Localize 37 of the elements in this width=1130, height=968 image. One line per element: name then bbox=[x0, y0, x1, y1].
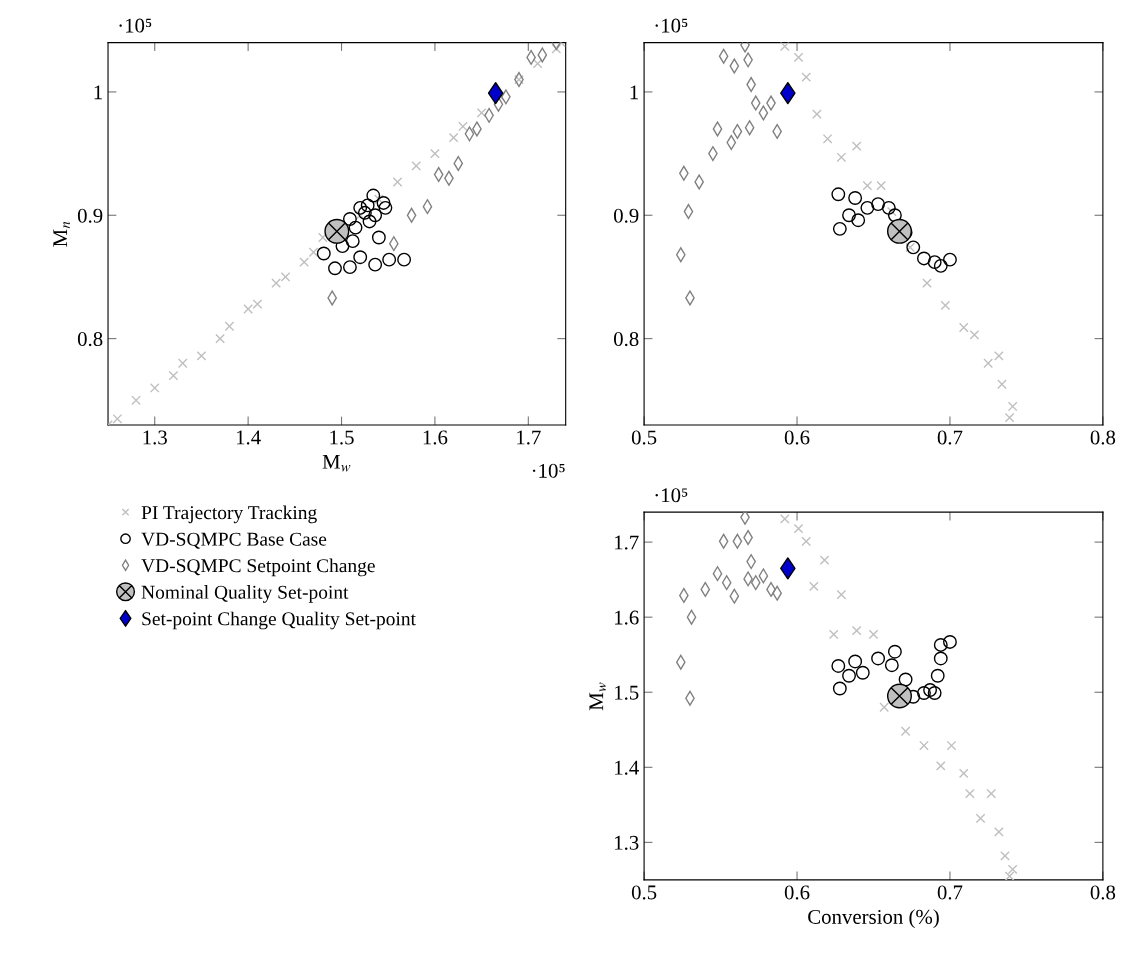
x-tick-label: 1.7 bbox=[517, 430, 541, 445]
y-tick-label: 0.9 bbox=[77, 208, 103, 223]
y-tick-label: 1 bbox=[630, 85, 638, 100]
legend-label: Nominal Quality Set-point bbox=[141, 585, 349, 603]
x-tick-label: 0.8 bbox=[1090, 885, 1116, 900]
y-tick-label: 1.7 bbox=[615, 535, 639, 550]
legend-label: PI Trajectory Tracking bbox=[141, 505, 317, 524]
legend-label: VD-SQMPC Setpoint Change bbox=[141, 558, 375, 577]
y-axis-title: M$_{w}$ bbox=[589, 682, 607, 711]
y-tick-label: 0.8 bbox=[613, 331, 639, 347]
y-tick-label: 0.8 bbox=[77, 331, 103, 347]
y-tick-label: 1.5 bbox=[615, 685, 639, 700]
text: ·10⁵ bbox=[119, 18, 152, 33]
x-tick-label: 0.8 bbox=[1090, 430, 1116, 445]
y-axis-title: M$_{n}$ bbox=[53, 221, 70, 247]
x-axis-title: M$_{w}$ bbox=[322, 454, 351, 472]
x-tick-label: 0.5 bbox=[631, 885, 657, 900]
y-tick-label: 0.9 bbox=[613, 208, 639, 223]
legend-label: Set-point Change Quality Set-point bbox=[142, 611, 416, 630]
y-tick-label: 1 bbox=[94, 85, 102, 100]
x-axis-title: Conversion (%) bbox=[808, 909, 939, 929]
x-tick-label: 1.4 bbox=[236, 430, 261, 445]
x-tick-label: 0.7 bbox=[937, 430, 963, 445]
text: ·10⁵ bbox=[655, 488, 688, 503]
x-tick-label: 1.3 bbox=[143, 430, 167, 445]
legend-label: VD-SQMPC Base Case bbox=[141, 532, 327, 549]
y-tick-label: 1.6 bbox=[615, 610, 639, 625]
y-tick-label: 1.3 bbox=[615, 835, 639, 850]
x-tick-label: 0.6 bbox=[784, 430, 810, 445]
text: ·10⁵ bbox=[532, 463, 565, 478]
x-tick-label: 0.5 bbox=[631, 430, 657, 445]
x-tick-label: 1.5 bbox=[330, 430, 354, 445]
x-tick-label: 0.6 bbox=[784, 885, 810, 900]
text: ·10⁵ bbox=[655, 18, 688, 33]
x-tick-label: 0.7 bbox=[937, 885, 963, 900]
y-tick-label: 1.4 bbox=[615, 760, 639, 775]
x-tick-label: 1.6 bbox=[423, 430, 448, 445]
